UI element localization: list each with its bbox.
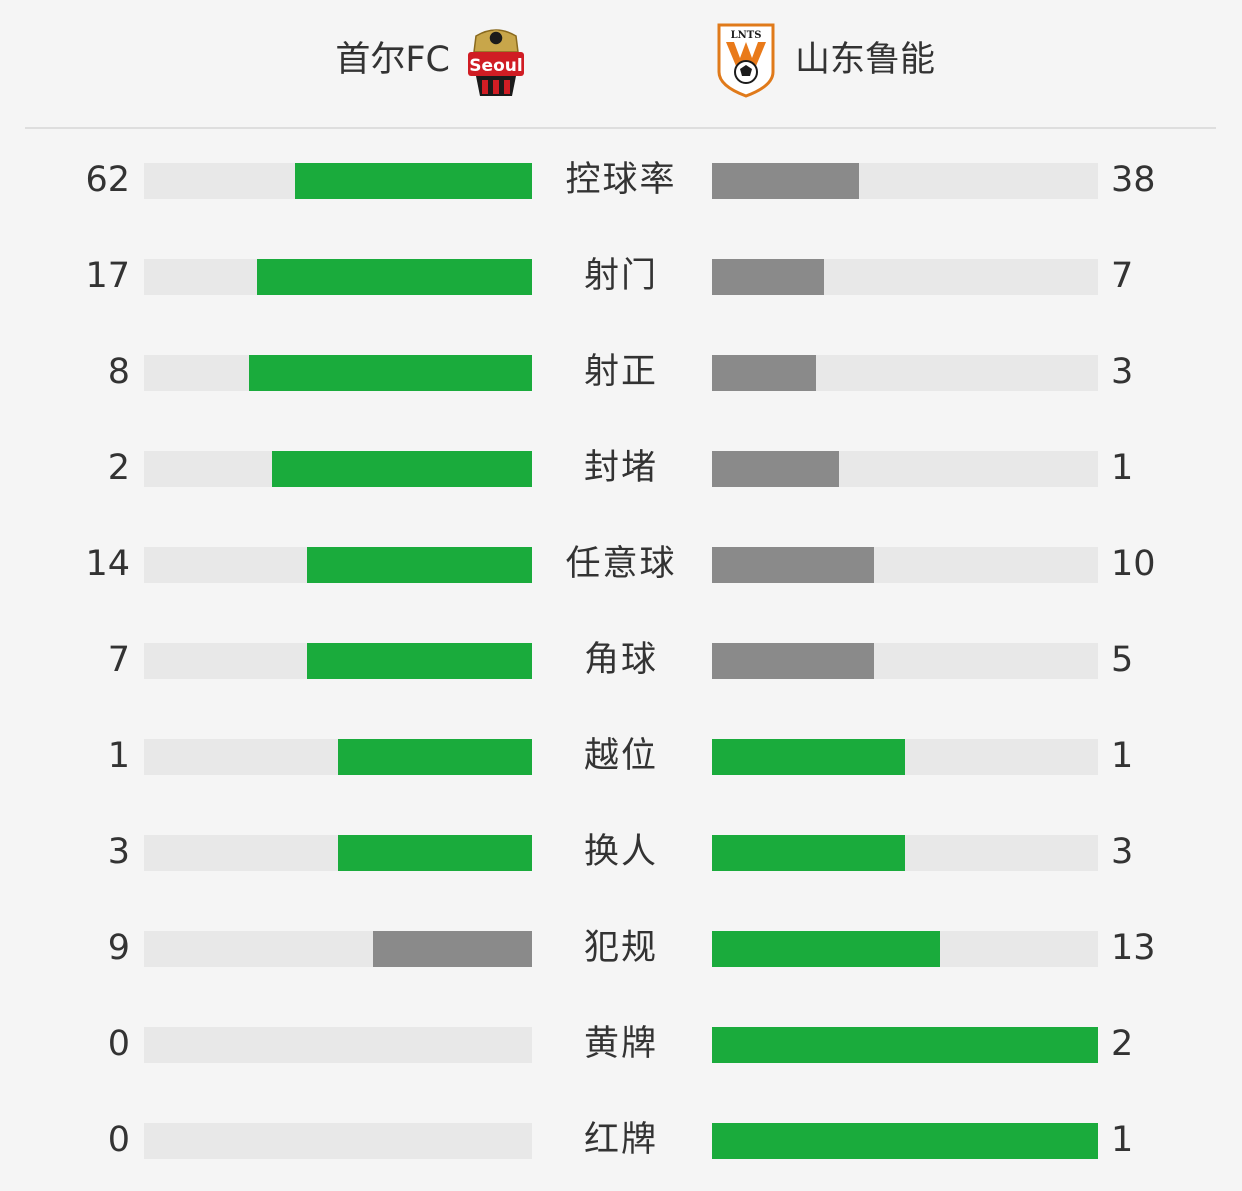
stat-label: 换人 xyxy=(583,832,658,872)
stat-row: 1 越位 1 xyxy=(0,709,1242,805)
away-stat-bar-fill xyxy=(712,451,839,487)
home-stat-bar-track xyxy=(144,259,532,295)
home-stat-bar-track xyxy=(144,163,532,199)
away-stat-bar-track xyxy=(712,1027,1098,1063)
away-stat-value: 10 xyxy=(1111,544,1156,584)
away-stat-value: 13 xyxy=(1111,928,1156,968)
away-stat-bar-track xyxy=(712,835,1098,871)
away-stat-value: 2 xyxy=(1111,1024,1134,1064)
stat-row: 0 红牌 1 xyxy=(0,1093,1242,1189)
home-stat-value: 1 xyxy=(107,736,130,776)
stat-row: 17 射门 7 xyxy=(0,229,1242,325)
home-stat-bar-fill xyxy=(249,355,532,391)
home-stat-bar-fill xyxy=(295,163,532,199)
shandong-luneng-crest-icon: LNTS xyxy=(717,23,775,98)
away-stat-value: 1 xyxy=(1111,1120,1134,1160)
home-stat-bar-fill xyxy=(338,739,532,775)
away-stat-bar-fill xyxy=(712,355,816,391)
away-stat-bar-track xyxy=(712,547,1098,583)
away-stat-bar-fill xyxy=(712,1123,1098,1159)
away-stat-bar-fill xyxy=(712,163,859,199)
home-stat-bar-track xyxy=(144,1027,532,1063)
away-stat-bar-track xyxy=(712,931,1098,967)
away-stat-bar-track xyxy=(712,1123,1098,1159)
home-stat-bar-fill xyxy=(373,931,532,967)
home-stat-value: 8 xyxy=(107,352,130,392)
home-stat-bar-track xyxy=(144,931,532,967)
away-stat-bar-track xyxy=(712,355,1098,391)
stat-row: 8 射正 3 xyxy=(0,325,1242,421)
away-stat-bar-fill xyxy=(712,931,940,967)
away-stat-value: 38 xyxy=(1111,160,1156,200)
home-stat-bar-track xyxy=(144,451,532,487)
away-stat-bar-fill xyxy=(712,835,905,871)
home-stat-value: 17 xyxy=(85,256,130,296)
away-stat-value: 5 xyxy=(1111,640,1134,680)
away-stat-bar-track xyxy=(712,163,1098,199)
home-stat-bar-track xyxy=(144,739,532,775)
away-stat-bar-fill xyxy=(712,643,874,679)
stat-row: 7 角球 5 xyxy=(0,613,1242,709)
home-stat-bar-fill xyxy=(272,451,532,487)
stat-label: 封堵 xyxy=(583,448,658,488)
stat-row: 14 任意球 10 xyxy=(0,517,1242,613)
away-stat-value: 1 xyxy=(1111,736,1134,776)
home-stat-bar-fill xyxy=(338,835,532,871)
home-team-name: 首尔FC xyxy=(335,40,450,80)
home-stat-bar-fill xyxy=(307,643,532,679)
home-stat-bar-track xyxy=(144,355,532,391)
home-stat-bar-fill xyxy=(307,547,532,583)
away-stat-value: 7 xyxy=(1111,256,1134,296)
away-stat-value: 1 xyxy=(1111,448,1134,488)
home-stat-value: 62 xyxy=(85,160,130,200)
away-stat-bar-fill xyxy=(712,259,824,295)
home-stat-value: 0 xyxy=(107,1120,130,1160)
home-stat-bar-fill xyxy=(257,259,532,295)
stat-label: 犯规 xyxy=(583,928,658,968)
stat-label: 射正 xyxy=(583,352,658,392)
header-divider xyxy=(25,127,1216,129)
stat-label: 越位 xyxy=(583,736,658,776)
away-stat-bar-track xyxy=(712,259,1098,295)
stat-row: 62 控球率 38 xyxy=(0,133,1242,229)
away-stat-bar-track xyxy=(712,643,1098,679)
home-stat-value: 0 xyxy=(107,1024,130,1064)
stat-label: 射门 xyxy=(583,256,658,296)
stat-label: 控球率 xyxy=(565,160,677,200)
away-stat-bar-track xyxy=(712,739,1098,775)
stat-row: 0 黄牌 2 xyxy=(0,997,1242,1093)
stat-row: 9 犯规 13 xyxy=(0,901,1242,997)
svg-text:Seoul: Seoul xyxy=(469,56,522,76)
stat-row: 2 封堵 1 xyxy=(0,421,1242,517)
stat-label: 黄牌 xyxy=(583,1024,658,1064)
home-stat-bar-track xyxy=(144,835,532,871)
stat-label: 红牌 xyxy=(583,1120,658,1160)
away-stat-bar-fill xyxy=(712,1027,1098,1063)
home-stat-value: 3 xyxy=(107,832,130,872)
away-stat-bar-track xyxy=(712,451,1098,487)
home-stat-bar-track xyxy=(144,547,532,583)
stat-label: 角球 xyxy=(583,640,658,680)
home-stat-value: 2 xyxy=(107,448,130,488)
match-header: 首尔FC Seoul LNTS 山东鲁能 xyxy=(0,0,1242,128)
home-stat-value: 9 xyxy=(107,928,130,968)
away-stat-value: 3 xyxy=(1111,352,1134,392)
stat-row: 3 换人 3 xyxy=(0,805,1242,901)
svg-text:LNTS: LNTS xyxy=(731,30,762,41)
away-stat-value: 3 xyxy=(1111,832,1134,872)
home-stat-bar-track xyxy=(144,643,532,679)
away-stat-bar-fill xyxy=(712,547,874,583)
home-stat-value: 14 xyxy=(85,544,130,584)
home-stat-bar-track xyxy=(144,1123,532,1159)
away-team-name: 山东鲁能 xyxy=(795,40,936,80)
away-stat-bar-fill xyxy=(712,739,905,775)
fc-seoul-crest-icon: Seoul xyxy=(468,29,524,96)
stat-label: 任意球 xyxy=(565,544,677,584)
home-stat-value: 7 xyxy=(107,640,130,680)
